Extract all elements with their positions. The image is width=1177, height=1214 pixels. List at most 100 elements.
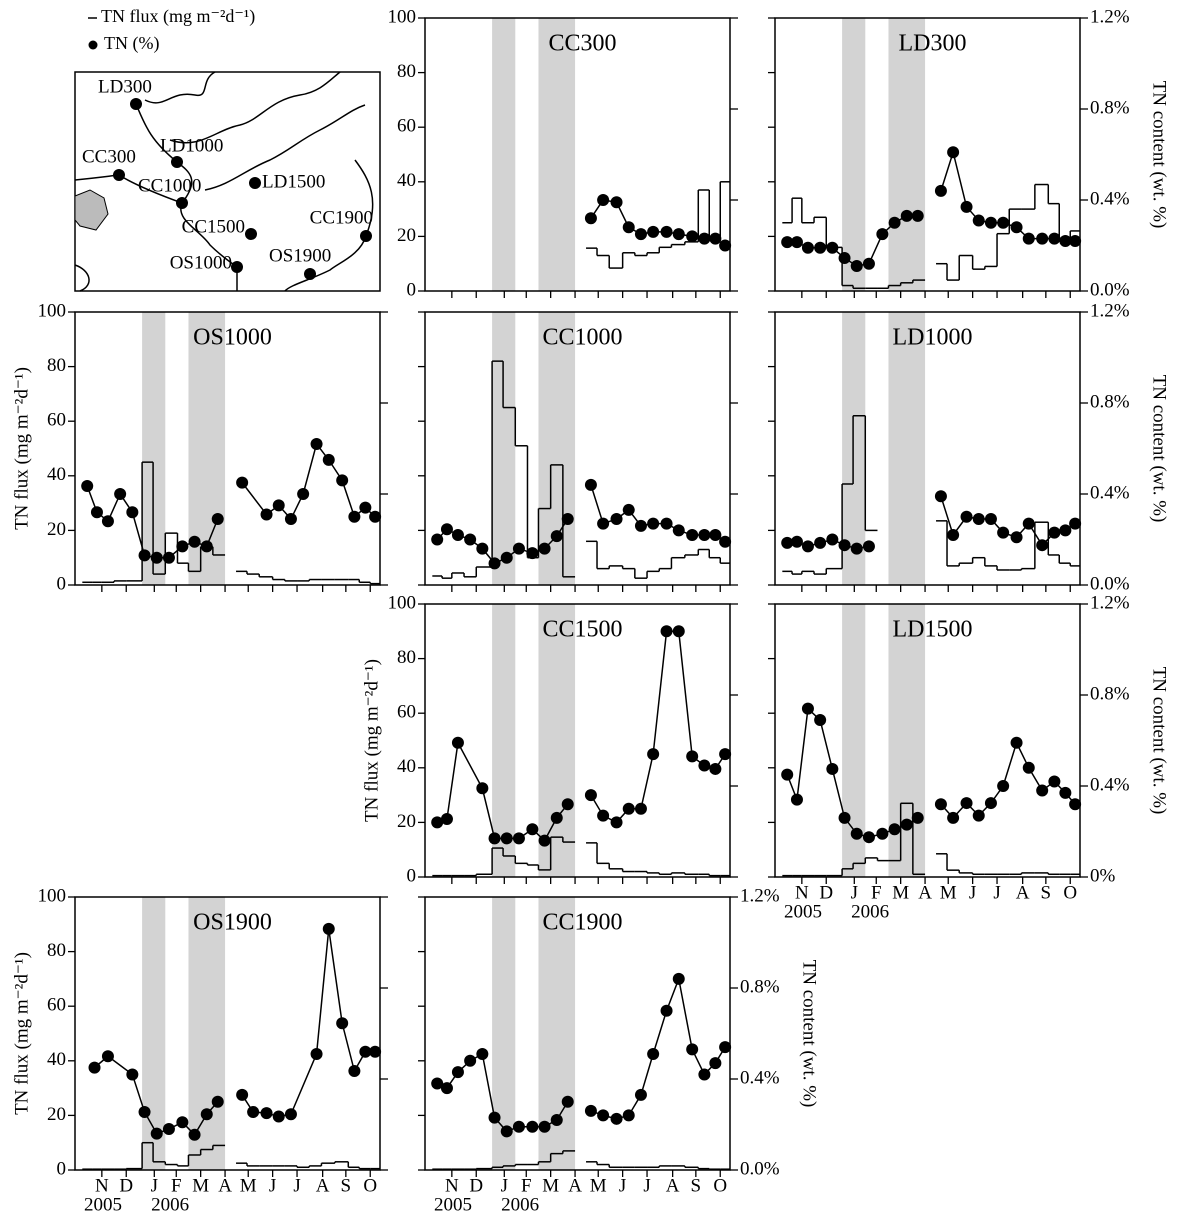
tn-line (940, 149, 1076, 242)
panel-title: CC1000 (542, 325, 622, 351)
tn-dot (660, 1004, 673, 1017)
tn-dot (284, 1108, 297, 1121)
panel-title: CC1500 (542, 617, 622, 643)
tn-dot (597, 809, 610, 822)
tn-dot (526, 1120, 539, 1133)
tn-dot (672, 228, 685, 241)
tn-dot (162, 551, 175, 564)
tn-dot (686, 1043, 699, 1056)
shaded-period (492, 897, 516, 1170)
tn-dot (348, 1065, 361, 1078)
tn-dot (1069, 517, 1082, 530)
tn-dot (369, 1045, 382, 1058)
tn-dot (359, 1045, 372, 1058)
x-tick-label: M (940, 882, 957, 903)
tn-dot (126, 1068, 139, 1081)
x-tick-label: D (819, 882, 833, 903)
x-tick-label: S (1041, 882, 1052, 903)
y2-axis-title: TN content (wt. %) (1149, 81, 1170, 229)
y-axis-title: TN flux (mg m⁻²d⁻¹) (11, 367, 32, 530)
tn-dot (997, 526, 1010, 539)
x-tick-label: J (643, 1175, 650, 1196)
tn-dot (698, 759, 711, 772)
tn-dot (900, 209, 913, 222)
x-tick-label: N (445, 1175, 459, 1196)
tn-dot (801, 702, 814, 715)
site-dot (113, 169, 125, 181)
tn-dot (814, 714, 827, 727)
x-tick-label: N (795, 882, 809, 903)
tn-dot (597, 1109, 610, 1122)
tn-dot (81, 480, 94, 493)
tn-dot (672, 524, 685, 537)
tn-dot (972, 513, 985, 526)
y-tick-label: 60 (397, 702, 416, 723)
x-tick-label: M (542, 1175, 559, 1196)
tn-dot (709, 1057, 722, 1070)
x-tick-label: D (469, 1175, 483, 1196)
river (169, 71, 341, 144)
tn-dot (826, 241, 839, 254)
tn-dot (101, 1050, 114, 1063)
tn-dot (781, 768, 794, 781)
tn-line (241, 442, 376, 521)
tn-dot (647, 1047, 660, 1060)
year-label: 2005 (434, 1194, 472, 1214)
tn-dot (431, 1077, 444, 1090)
tn-dot (526, 547, 539, 560)
tn-dot (260, 508, 273, 521)
x-tick-label: A (666, 1175, 680, 1196)
panel-title: LD1500 (893, 617, 973, 643)
tn-dot (634, 802, 647, 815)
tn-dot (561, 513, 574, 526)
legend-label: TN (%) (104, 33, 159, 54)
x-tick-label: J (993, 882, 1000, 903)
shaded-period (142, 897, 166, 1170)
site-label: OS1900 (269, 245, 331, 266)
tn-dot (960, 200, 973, 213)
tn-dot (188, 1128, 201, 1141)
panel-title: CC1900 (542, 910, 622, 936)
tn-dot (698, 528, 711, 541)
y2-tick-label: 1.2% (1090, 300, 1130, 321)
year-label: 2006 (501, 1194, 539, 1214)
tn-dot (814, 536, 827, 549)
tn-dot (1010, 531, 1023, 544)
tn-dot (526, 823, 539, 836)
y2-tick-label: 0.8% (1090, 97, 1130, 118)
tn-dot (862, 540, 875, 553)
tn-dot (838, 811, 851, 824)
tn-dot (647, 517, 660, 530)
y2-axis-title: TN content (wt. %) (1149, 375, 1170, 523)
x-tick-label: D (119, 1175, 133, 1196)
tn-dot (336, 474, 349, 487)
tn-dot (451, 736, 464, 749)
tn-dot (584, 1104, 597, 1117)
map: LD300 LD1000 CC300 LD1500 CC1000 CC1500 CC1900… (74, 71, 381, 292)
tn-dot (698, 232, 711, 245)
y2-tick-label: 0.4% (1090, 188, 1130, 209)
tn-dot (260, 1107, 273, 1120)
tn-dot (801, 540, 814, 553)
tn-dot (500, 551, 513, 564)
y-tick-label: 0 (407, 865, 417, 886)
y-axis-title: TN flux (mg m⁻²d⁻¹) (361, 659, 382, 822)
shaded-period (538, 18, 576, 291)
y-tick-label: 20 (47, 1104, 66, 1125)
tn-dot (90, 506, 103, 519)
tn-dot (126, 506, 139, 519)
tn-dot (622, 503, 635, 516)
site-dot (245, 228, 257, 240)
tn-dot (597, 517, 610, 530)
y-tick-label: 40 (47, 1049, 66, 1070)
shaded-period (538, 604, 576, 877)
tn-dot (660, 225, 673, 238)
y-tick-label: 80 (47, 355, 66, 376)
tn-dot (801, 241, 814, 254)
y-tick-label: 0 (407, 279, 417, 300)
tn-dot (719, 239, 732, 252)
tn-dot (790, 535, 803, 548)
tn-dot (972, 809, 985, 822)
y-tick-label: 80 (47, 940, 66, 961)
x-tick-label: J (293, 1175, 300, 1196)
